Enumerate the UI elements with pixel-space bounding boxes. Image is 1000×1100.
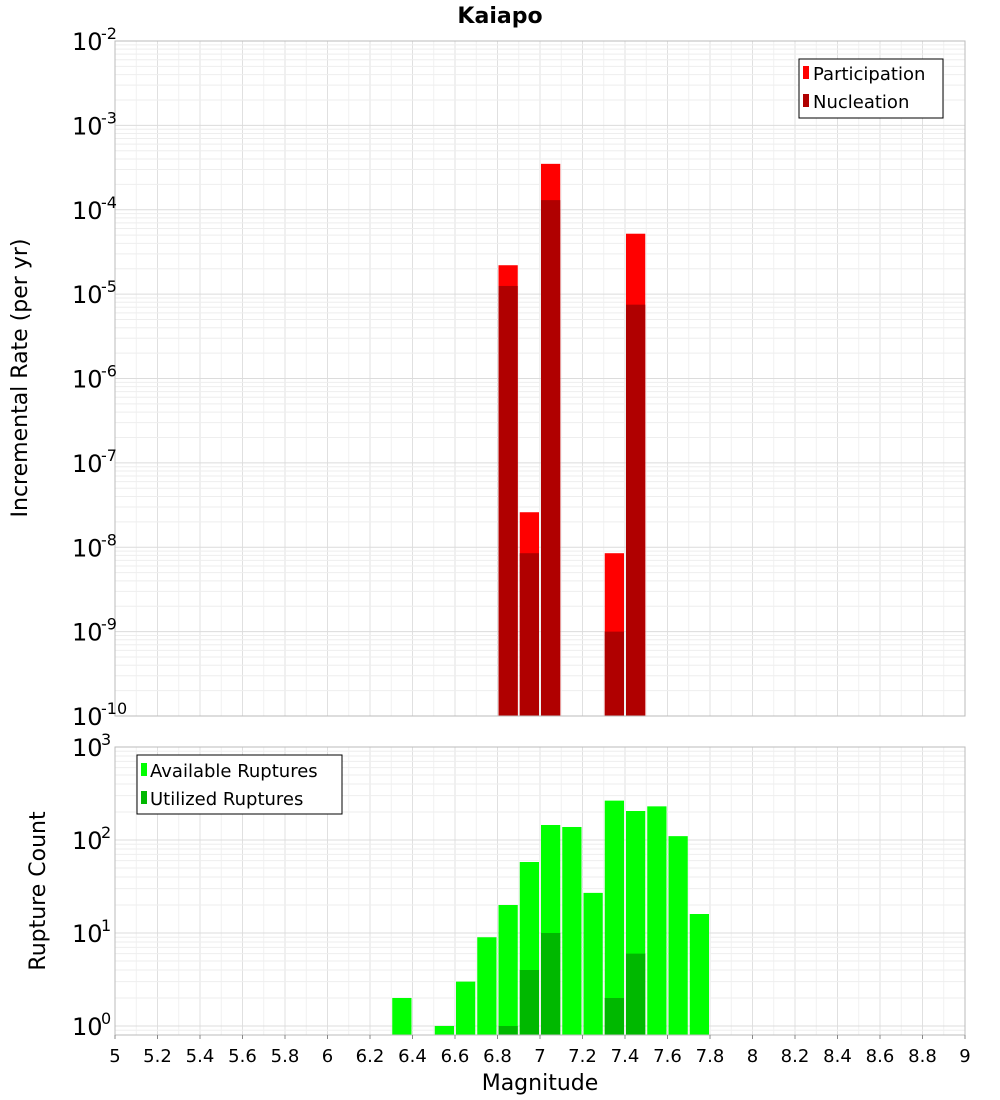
top-grid [114,40,966,717]
y-tick-exponent: 3 [101,730,111,749]
bottom-grid [114,746,966,1036]
x-tick-label: 7.2 [568,1046,597,1067]
y-tick-exponent: -10 [101,699,127,718]
y-tick-exponent: -4 [101,193,117,212]
y-tick-label: 10 [72,703,103,731]
bottom-legend-box [136,754,343,815]
y-tick-label: 10 [72,619,103,647]
available-ruptures-bar [562,826,582,1035]
nucleation-bar [541,200,561,716]
x-tick-label: 7.4 [611,1046,640,1067]
x-tick-label: 7.6 [653,1046,682,1067]
y-tick-label: 10 [72,366,103,394]
available-ruptures-bar [392,997,412,1035]
legend-label-nucleation: Nucleation [813,92,909,113]
y-tick-label: 10 [72,450,103,478]
x-tick-label: 8.6 [866,1046,895,1067]
top-plot-frame [114,40,966,717]
x-tick-label: 6 [322,1046,333,1067]
y-tick-exponent: -9 [101,615,117,634]
y-tick-label: 10 [72,1013,103,1041]
y-tick-label: 10 [72,112,103,140]
x-tick-label: 6.2 [356,1046,385,1067]
y-tick-exponent: -2 [101,24,117,43]
x-tick-label: 8.4 [823,1046,852,1067]
x-tick-label: 6.6 [441,1046,470,1067]
x-tick-label: 5.2 [143,1046,172,1067]
available-ruptures-bar [668,836,688,1035]
available-ruptures-bar [498,904,518,1035]
bottom-y-axis-label: Rupture Count [26,811,51,971]
y-tick-label: 10 [72,534,103,562]
y-tick-exponent: 0 [101,1009,111,1028]
y-tick-exponent: -8 [101,530,117,549]
available-ruptures-bar [604,800,624,1035]
y-tick-exponent: 2 [101,823,111,842]
chart-title: Kaiapo [457,4,542,29]
utilized-ruptures-bar [604,997,624,1035]
x-tick-label: 7.8 [696,1046,725,1067]
top-legend: Participation Nucleation [798,58,944,119]
top-bars [498,163,646,717]
y-tick-exponent: -6 [101,362,117,381]
available-ruptures-bar [647,806,667,1035]
x-tick-label: 7 [534,1046,545,1067]
nucleation-bar [626,304,646,716]
available-ruptures-bar [456,981,476,1035]
utilized-ruptures-bar [519,969,539,1035]
y-tick-label: 10 [72,827,103,855]
x-tick-label: 9 [959,1046,970,1067]
legend-swatch-available [141,763,147,776]
y-tick-label: 10 [72,281,103,309]
nucleation-bar [519,553,539,716]
x-axis-label: Magnitude [482,1071,599,1096]
y-tick-exponent: -3 [101,108,117,127]
legend-swatch-utilized [141,791,147,804]
available-ruptures-bar [689,914,709,1035]
y-tick-exponent: -7 [101,446,117,465]
legend-label-participation: Participation [813,64,925,85]
top-y-axis-label: Incremental Rate (per yr) [8,239,33,518]
y-tick-exponent: -5 [101,277,117,296]
x-tick-label: 5.8 [271,1046,300,1067]
legend-label-available: Available Ruptures [150,761,318,782]
x-tick-label: 6.8 [483,1046,512,1067]
legend-swatch-nucleation [803,94,809,107]
available-ruptures-bar [583,892,603,1035]
legend-swatch-participation [803,66,809,79]
bottom-bars [392,800,709,1035]
y-tick-exponent: 1 [101,916,111,935]
available-ruptures-bar [434,1025,454,1035]
nucleation-bar [604,631,624,716]
available-ruptures-bar [477,937,497,1035]
nucleation-bar [498,285,518,716]
x-tick-label: 6.4 [398,1046,427,1067]
x-tick-label: 5.6 [228,1046,257,1067]
x-tick-label: 5 [109,1046,120,1067]
y-tick-label: 10 [72,197,103,225]
x-tick-label: 8.2 [781,1046,810,1067]
y-tick-label: 10 [72,920,103,948]
utilized-ruptures-bar [626,953,646,1035]
top-legend-box [798,58,944,119]
y-tick-label: 10 [72,734,103,762]
bottom-xticks: 5 5.2 5.4 5.6 5.8 6 6.2 6.4 6.6 6.8 7 7.2 7.4 7.6 7.8 8… [109,1035,971,1067]
utilized-ruptures-bar [498,1025,518,1035]
bottom-legend: Available Ruptures Utilized Ruptures [136,754,343,815]
x-tick-label: 8 [747,1046,758,1067]
x-tick-label: 5.4 [186,1046,215,1067]
legend-label-utilized: Utilized Ruptures [150,789,303,810]
x-tick-label: 8.8 [908,1046,937,1067]
utilized-ruptures-bar [541,932,561,1035]
y-tick-label: 10 [72,28,103,56]
